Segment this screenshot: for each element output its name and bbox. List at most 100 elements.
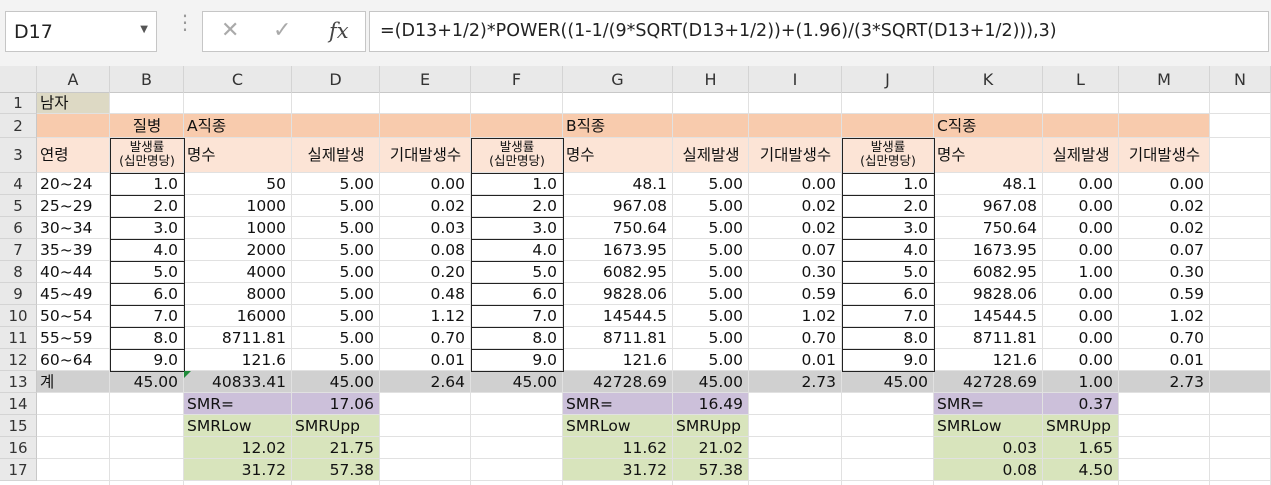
- cell-M12[interactable]: 0.01: [1169, 351, 1204, 369]
- cell-G12[interactable]: 121.6: [622, 351, 667, 369]
- cell-G14[interactable]: SMR=: [566, 395, 613, 413]
- cell-B9[interactable]: 6.0: [153, 285, 178, 303]
- cell-C6[interactable]: 1000: [246, 219, 286, 237]
- cell-E8[interactable]: 0.20: [430, 263, 465, 281]
- cell-G15[interactable]: SMRLow: [566, 417, 631, 435]
- cell-K7[interactable]: 1673.95: [972, 241, 1037, 259]
- cell-I7[interactable]: 0.07: [801, 241, 836, 259]
- formula-input[interactable]: =(D13+1/2)*POWER((1-1/(9*SQRT(D13+1/2))+…: [369, 11, 1269, 52]
- cell-K8[interactable]: 6082.95: [972, 263, 1037, 281]
- row-header-14[interactable]: 14: [0, 393, 37, 415]
- cell-H15[interactable]: SMRUpp: [676, 417, 742, 435]
- cell-I13[interactable]: 2.73: [801, 373, 836, 391]
- cell-E3[interactable]: 기대발생수: [389, 146, 462, 164]
- row-header-7[interactable]: 7: [0, 239, 37, 261]
- cell-L9[interactable]: 0.00: [1078, 285, 1113, 303]
- cell-H8[interactable]: 5.00: [708, 263, 743, 281]
- cell-B8[interactable]: 5.0: [153, 263, 178, 281]
- cell-G6[interactable]: 750.64: [612, 219, 667, 237]
- cell-K14[interactable]: SMR=: [937, 395, 984, 413]
- cell-E9[interactable]: 0.48: [430, 285, 465, 303]
- cell-E6[interactable]: 0.03: [430, 219, 465, 237]
- cell-C11[interactable]: 8711.81: [221, 329, 286, 347]
- cell-B10[interactable]: 7.0: [153, 307, 178, 325]
- select-all-corner[interactable]: [0, 66, 37, 93]
- column-header-D[interactable]: D: [292, 66, 380, 93]
- column-header-G[interactable]: G: [563, 66, 673, 93]
- cell-K2[interactable]: C직종: [937, 117, 977, 135]
- row-header-12[interactable]: 12: [0, 349, 37, 371]
- cell-H9[interactable]: 5.00: [708, 285, 743, 303]
- cell-I8[interactable]: 0.30: [801, 263, 836, 281]
- row-header-4[interactable]: 4: [0, 173, 37, 195]
- cell-B3[interactable]: 발생률 (십만명당): [119, 139, 175, 168]
- cell-F12[interactable]: 9.0: [532, 351, 557, 369]
- cell-I10[interactable]: 1.02: [801, 307, 836, 325]
- cell-A12[interactable]: 60~64: [40, 351, 93, 369]
- column-header-J[interactable]: J: [842, 66, 934, 93]
- cell-G9[interactable]: 9828.06: [602, 285, 667, 303]
- cell-K11[interactable]: 8711.81: [972, 329, 1037, 347]
- cell-B5[interactable]: 2.0: [153, 197, 178, 215]
- cell-K5[interactable]: 967.08: [982, 197, 1037, 215]
- column-header-I[interactable]: I: [749, 66, 842, 93]
- cell-D11[interactable]: 5.00: [339, 329, 374, 347]
- row-header-10[interactable]: 10: [0, 305, 37, 327]
- row-header-8[interactable]: 8: [0, 261, 37, 283]
- cell-A7[interactable]: 35~39: [40, 241, 93, 259]
- cell-K15[interactable]: SMRLow: [937, 417, 1002, 435]
- column-header-L[interactable]: L: [1043, 66, 1119, 93]
- cell-E12[interactable]: 0.01: [430, 351, 465, 369]
- cell-F13[interactable]: 45.00: [512, 373, 557, 391]
- cell-L8[interactable]: 1.00: [1078, 263, 1113, 281]
- cell-L6[interactable]: 0.00: [1078, 219, 1113, 237]
- cell-D8[interactable]: 5.00: [339, 263, 374, 281]
- cell-B4[interactable]: 1.0: [153, 175, 178, 193]
- cell-E11[interactable]: 0.70: [430, 329, 465, 347]
- cell-M7[interactable]: 0.07: [1169, 241, 1204, 259]
- cell-B6[interactable]: 3.0: [153, 219, 178, 237]
- cell-K10[interactable]: 14544.5: [972, 307, 1037, 325]
- column-header-C[interactable]: C: [184, 66, 292, 93]
- cell-I4[interactable]: 0.00: [801, 175, 836, 193]
- row-header-15[interactable]: 15: [0, 415, 37, 437]
- row-header-9[interactable]: 9: [0, 283, 37, 305]
- cell-E4[interactable]: 0.00: [430, 175, 465, 193]
- cell-F8[interactable]: 5.0: [532, 263, 557, 281]
- cell-E7[interactable]: 0.08: [430, 241, 465, 259]
- cell-A6[interactable]: 30~34: [40, 219, 93, 237]
- cell-L3[interactable]: 실제발생: [1052, 146, 1110, 164]
- cell-G16[interactable]: 11.62: [622, 439, 667, 457]
- cell-A1[interactable]: 남자: [40, 94, 69, 112]
- cell-A13[interactable]: 계: [40, 373, 55, 391]
- column-header-E[interactable]: E: [380, 66, 471, 93]
- cell-H4[interactable]: 5.00: [708, 175, 743, 193]
- cell-J3[interactable]: 발생률 (십만명당): [860, 139, 916, 168]
- cell-F10[interactable]: 7.0: [532, 307, 557, 325]
- cell-E5[interactable]: 0.02: [430, 197, 465, 215]
- row-header-6[interactable]: 6: [0, 217, 37, 239]
- cell-G13[interactable]: 42728.69: [593, 373, 667, 391]
- cell-H14[interactable]: 16.49: [698, 395, 743, 413]
- cell-D12[interactable]: 5.00: [339, 351, 374, 369]
- cell-M3[interactable]: 기대발생수: [1128, 146, 1201, 164]
- cell-D9[interactable]: 5.00: [339, 285, 374, 303]
- cell-L14[interactable]: 0.37: [1078, 395, 1113, 413]
- cell-M4[interactable]: 0.00: [1169, 175, 1204, 193]
- cell-M8[interactable]: 0.30: [1169, 263, 1204, 281]
- row-header-1[interactable]: 1: [0, 93, 37, 114]
- cell-K9[interactable]: 9828.06: [972, 285, 1037, 303]
- cell-G5[interactable]: 967.08: [612, 197, 667, 215]
- cell-H12[interactable]: 5.00: [708, 351, 743, 369]
- column-header-F[interactable]: F: [471, 66, 563, 93]
- cell-A9[interactable]: 45~49: [40, 285, 93, 303]
- name-box[interactable]: D17 ▼: [5, 11, 157, 52]
- cell-K3[interactable]: 명수: [937, 146, 966, 164]
- cell-M13[interactable]: 2.73: [1169, 373, 1204, 391]
- cell-C14[interactable]: SMR=: [187, 395, 234, 413]
- cell-C4[interactable]: 50: [266, 175, 286, 193]
- cell-L4[interactable]: 0.00: [1078, 175, 1113, 193]
- checkmark-icon[interactable]: ✓: [273, 18, 292, 43]
- cell-D6[interactable]: 5.00: [339, 219, 374, 237]
- cell-D17[interactable]: 57.38: [329, 461, 374, 479]
